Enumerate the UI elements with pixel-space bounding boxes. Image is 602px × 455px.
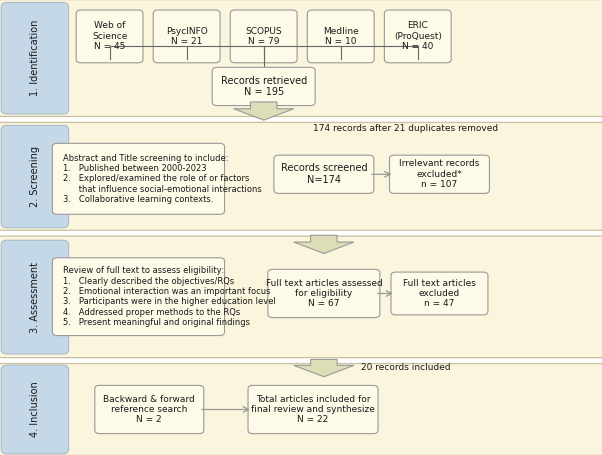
Polygon shape bbox=[294, 235, 354, 253]
FancyBboxPatch shape bbox=[0, 364, 602, 455]
FancyBboxPatch shape bbox=[95, 385, 203, 434]
FancyBboxPatch shape bbox=[384, 10, 452, 63]
FancyBboxPatch shape bbox=[0, 236, 602, 358]
Text: Full text articles assessed
for eligibility
N = 67: Full text articles assessed for eligibil… bbox=[265, 278, 382, 308]
Polygon shape bbox=[294, 359, 354, 377]
FancyBboxPatch shape bbox=[1, 240, 69, 354]
Text: Review of full text to assess eligibility:
1.   Clearly described the objectives: Review of full text to assess eligibilit… bbox=[63, 266, 276, 327]
FancyBboxPatch shape bbox=[307, 10, 374, 63]
FancyBboxPatch shape bbox=[268, 269, 380, 318]
Text: Web of
Science
N = 45: Web of Science N = 45 bbox=[92, 21, 127, 51]
Text: SCOPUS
N = 79: SCOPUS N = 79 bbox=[246, 27, 282, 46]
FancyBboxPatch shape bbox=[1, 3, 69, 114]
Text: 174 records after 21 duplicates removed: 174 records after 21 duplicates removed bbox=[313, 124, 498, 133]
FancyBboxPatch shape bbox=[52, 143, 225, 214]
Text: 4. Inclusion: 4. Inclusion bbox=[30, 382, 40, 437]
Text: Records screened
N=174: Records screened N=174 bbox=[281, 163, 367, 185]
Text: Irrelevant records
excluded*
n = 107: Irrelevant records excluded* n = 107 bbox=[399, 159, 480, 189]
Text: PsycINFO
N = 21: PsycINFO N = 21 bbox=[166, 27, 208, 46]
Text: 2. Screening: 2. Screening bbox=[30, 146, 40, 207]
FancyBboxPatch shape bbox=[389, 155, 489, 193]
FancyBboxPatch shape bbox=[153, 10, 220, 63]
Text: 3. Assessment: 3. Assessment bbox=[30, 262, 40, 333]
FancyBboxPatch shape bbox=[1, 365, 69, 454]
Text: 20 records included: 20 records included bbox=[361, 363, 451, 372]
FancyBboxPatch shape bbox=[274, 155, 374, 193]
Text: Backward & forward
reference search
N = 2: Backward & forward reference search N = … bbox=[104, 394, 195, 425]
Polygon shape bbox=[234, 102, 294, 120]
Text: Full text articles
excluded
n = 47: Full text articles excluded n = 47 bbox=[403, 278, 476, 308]
Text: Total articles included for
final review and synthesize
N = 22: Total articles included for final review… bbox=[251, 394, 375, 425]
FancyBboxPatch shape bbox=[1, 126, 69, 228]
Text: Abstract and Title screening to include:
1.   Published between 2000-2023
2.   E: Abstract and Title screening to include:… bbox=[63, 153, 262, 204]
FancyBboxPatch shape bbox=[248, 385, 378, 434]
Text: Medline
N = 10: Medline N = 10 bbox=[323, 27, 359, 46]
FancyBboxPatch shape bbox=[0, 122, 602, 230]
FancyBboxPatch shape bbox=[391, 272, 488, 315]
FancyBboxPatch shape bbox=[76, 10, 143, 63]
Text: 1. Identification: 1. Identification bbox=[30, 20, 40, 96]
Text: Records retrieved
N = 195: Records retrieved N = 195 bbox=[220, 76, 307, 97]
FancyBboxPatch shape bbox=[230, 10, 297, 63]
FancyBboxPatch shape bbox=[212, 67, 315, 106]
FancyBboxPatch shape bbox=[0, 0, 602, 116]
FancyBboxPatch shape bbox=[52, 258, 225, 336]
Text: ERIC
(ProQuest)
N = 40: ERIC (ProQuest) N = 40 bbox=[394, 21, 442, 51]
